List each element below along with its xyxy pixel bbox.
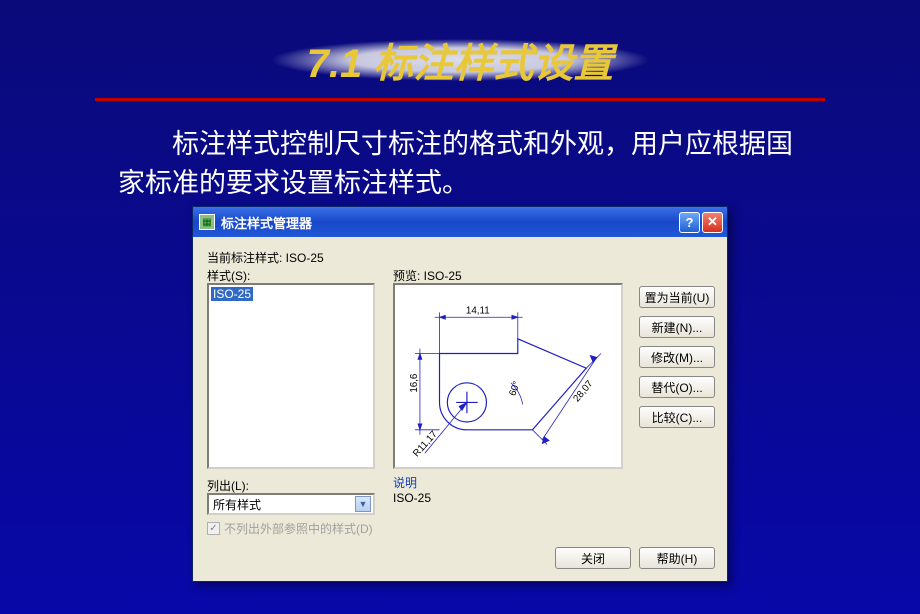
styles-listbox[interactable]: ISO-25 [207,283,375,469]
list-filter-value: 所有样式 [213,496,261,513]
preview-label: 预览: ISO-25 [393,267,462,284]
new-button[interactable]: 新建(N)... [639,316,715,338]
dimstyle-dialog: ▦ 标注样式管理器 ? ✕ 当前标注样式: ISO-25 样式(S): 预览: … [192,206,728,582]
title-underline [95,98,825,101]
slide-body-text: 标注样式控制尺寸标注的格式和外观，用户应根据国家标准的要求设置标注样式。 [118,125,813,203]
list-filter-select[interactable]: 所有样式 ▼ [207,493,375,515]
description-header: 说明 [393,474,417,491]
modify-button[interactable]: 修改(M)... [639,346,715,368]
preview-pane: 14,11 16,6 60° R11,17 28,07 [393,283,623,469]
xref-checkbox-label: 不列出外部参照中的样式(D) [224,520,373,537]
help-button[interactable]: 帮助(H) [639,547,715,569]
dim-left: 16,6 [409,374,420,393]
titlebar-close-button[interactable]: ✕ [702,212,723,233]
set-current-button[interactable]: 置为当前(U) [639,286,715,308]
bottom-button-row: 关闭 帮助(H) [555,547,715,569]
dim-angle: 60° [507,380,522,398]
preview-diagram: 14,11 16,6 60° R11,17 28,07 [395,285,621,467]
right-button-stack: 置为当前(U) 新建(N)... 修改(M)... 替代(O)... 比较(C)… [639,286,715,428]
app-icon: ▦ [199,214,215,230]
dim-radius: R11,17 [411,429,440,459]
compare-button[interactable]: 比较(C)... [639,406,715,428]
xref-checkbox: ✓ [207,522,220,535]
dialog-body: 当前标注样式: ISO-25 样式(S): 预览: ISO-25 ISO-25 [193,237,727,581]
styles-label: 样式(S): [207,267,250,284]
dialog-titlebar[interactable]: ▦ 标注样式管理器 ? ✕ [193,207,727,237]
close-button[interactable]: 关闭 [555,547,631,569]
xref-checkbox-row: ✓ 不列出外部参照中的样式(D) [207,520,373,537]
description-value: ISO-25 [393,491,431,505]
style-item-selected[interactable]: ISO-25 [211,287,253,301]
override-button[interactable]: 替代(O)... [639,376,715,398]
slide-title: 7.1 标注样式设置 [307,31,614,89]
current-style-label: 当前标注样式: ISO-25 [207,249,324,266]
dialog-title: 标注样式管理器 [221,213,679,232]
dim-top: 14,11 [466,305,490,316]
slide-title-highlight: 7.1 标注样式设置 [190,30,730,90]
titlebar-help-button[interactable]: ? [679,212,700,233]
dropdown-arrow-icon[interactable]: ▼ [355,496,371,512]
list-label: 列出(L): [207,477,249,494]
dim-diag: 28,07 [571,379,595,405]
